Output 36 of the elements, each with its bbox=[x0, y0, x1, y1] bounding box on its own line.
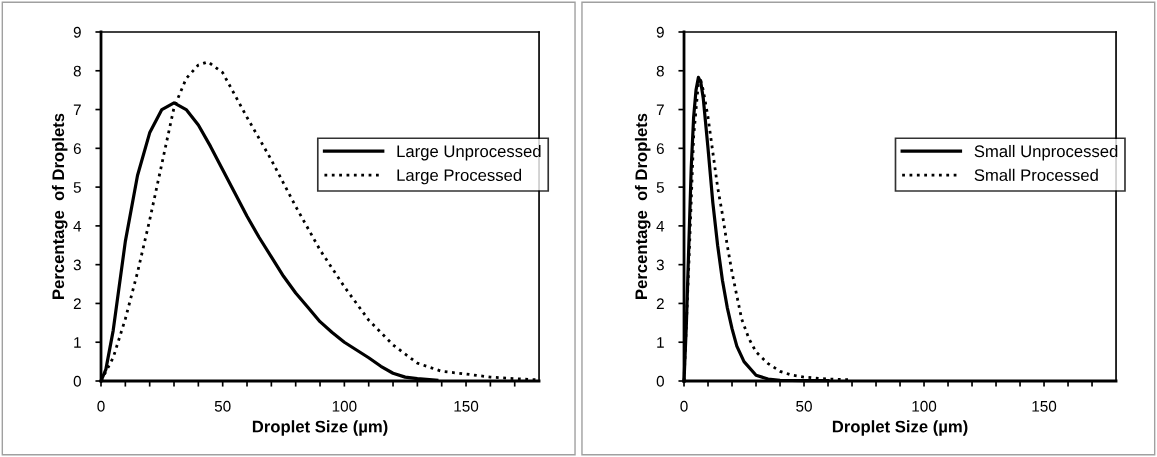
x-axis-title: Droplet Size (µm) bbox=[252, 420, 388, 436]
x-tick-label: 50 bbox=[796, 400, 812, 412]
y-tick-label: 4 bbox=[73, 220, 82, 232]
y-tick-label: 7 bbox=[656, 104, 664, 116]
legend-label: Small Unprocessed bbox=[974, 144, 1118, 161]
legend-label: Small Processed bbox=[974, 168, 1098, 182]
x-tick-label: 50 bbox=[214, 400, 231, 412]
x-tick-label: 100 bbox=[332, 400, 357, 412]
y-tick-label: 2 bbox=[656, 298, 664, 309]
y-tick-label: 6 bbox=[656, 143, 664, 155]
y-tick-label: 1 bbox=[74, 337, 81, 348]
y-axis-title: Percentage of Droplets bbox=[634, 113, 651, 299]
legend-label: Large Processed bbox=[397, 168, 522, 185]
y-tick-label: 5 bbox=[73, 182, 81, 193]
y-tick-label: 6 bbox=[73, 143, 81, 155]
y-tick-label: 1 bbox=[657, 337, 664, 348]
y-tick-label: 9 bbox=[656, 26, 664, 38]
y-tick-label: 3 bbox=[656, 259, 664, 271]
y-tick-label: 0 bbox=[656, 375, 664, 387]
y-tick-label: 7 bbox=[73, 104, 81, 116]
x-tick-label: 100 bbox=[912, 400, 937, 412]
legend-label: Large Unprocessed bbox=[397, 144, 541, 161]
y-tick-label: 9 bbox=[73, 26, 81, 38]
y-tick-label: 8 bbox=[656, 65, 664, 77]
x-tick-label: 0 bbox=[680, 400, 688, 412]
y-tick-label: 8 bbox=[73, 65, 81, 77]
y-tick-label: 4 bbox=[656, 220, 665, 232]
y-tick-label: 3 bbox=[73, 259, 81, 271]
y-tick-label: 5 bbox=[656, 182, 664, 193]
y-tick-label: 0 bbox=[73, 375, 81, 387]
y-axis-title: Percentage of Droplets bbox=[51, 113, 68, 299]
x-tick-label: 150 bbox=[454, 400, 479, 412]
x-tick-label: 0 bbox=[97, 400, 105, 412]
y-tick-label: 2 bbox=[73, 298, 81, 309]
x-axis-title: Droplet Size (µm) bbox=[832, 420, 968, 436]
x-tick-label: 150 bbox=[1032, 400, 1057, 412]
